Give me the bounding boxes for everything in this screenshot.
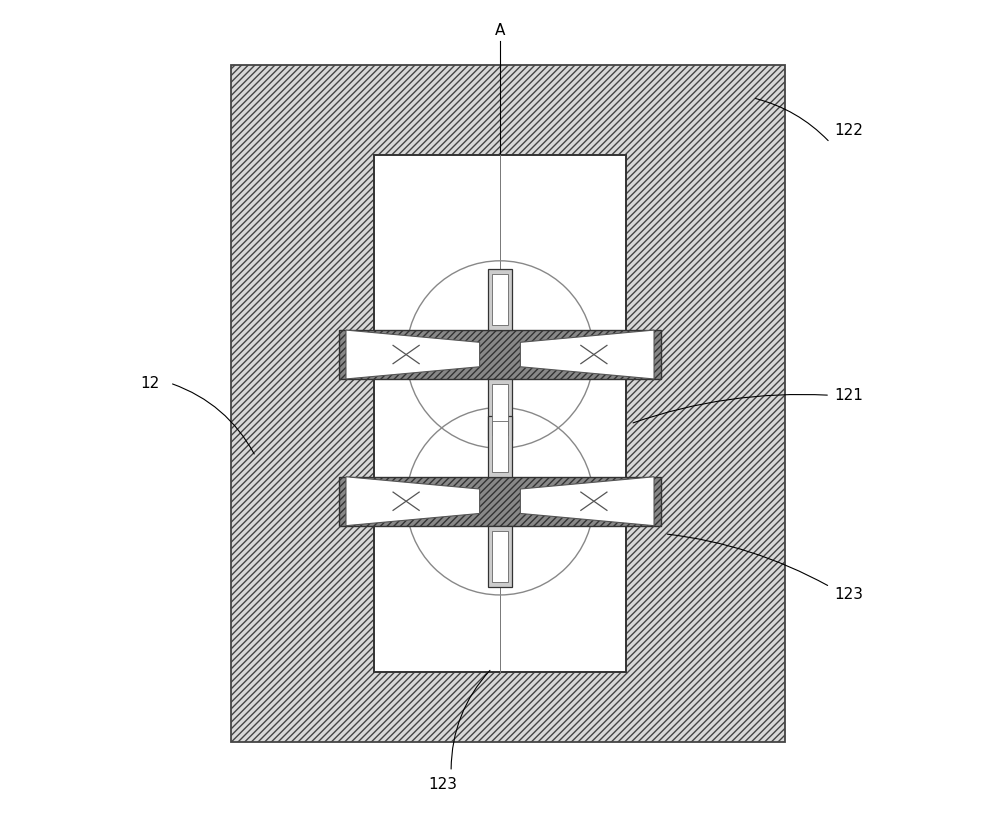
Polygon shape (346, 477, 480, 526)
Text: 123: 123 (428, 777, 457, 791)
Bar (488, 526, 512, 587)
Bar (492, 384, 508, 435)
Bar (488, 269, 512, 330)
Bar (492, 274, 508, 325)
Text: 121: 121 (834, 388, 863, 403)
Polygon shape (520, 330, 654, 379)
Bar (339, 330, 661, 379)
Text: 123: 123 (834, 588, 863, 602)
Text: A: A (495, 24, 505, 38)
Bar (488, 379, 512, 440)
Polygon shape (520, 477, 654, 526)
Text: 12: 12 (140, 376, 159, 390)
Bar (374, 155, 626, 672)
Bar (231, 65, 785, 742)
Bar (492, 421, 508, 472)
Polygon shape (346, 330, 480, 379)
Bar (492, 531, 508, 582)
Bar (339, 477, 661, 526)
Bar (488, 416, 512, 477)
Text: 122: 122 (834, 123, 863, 138)
